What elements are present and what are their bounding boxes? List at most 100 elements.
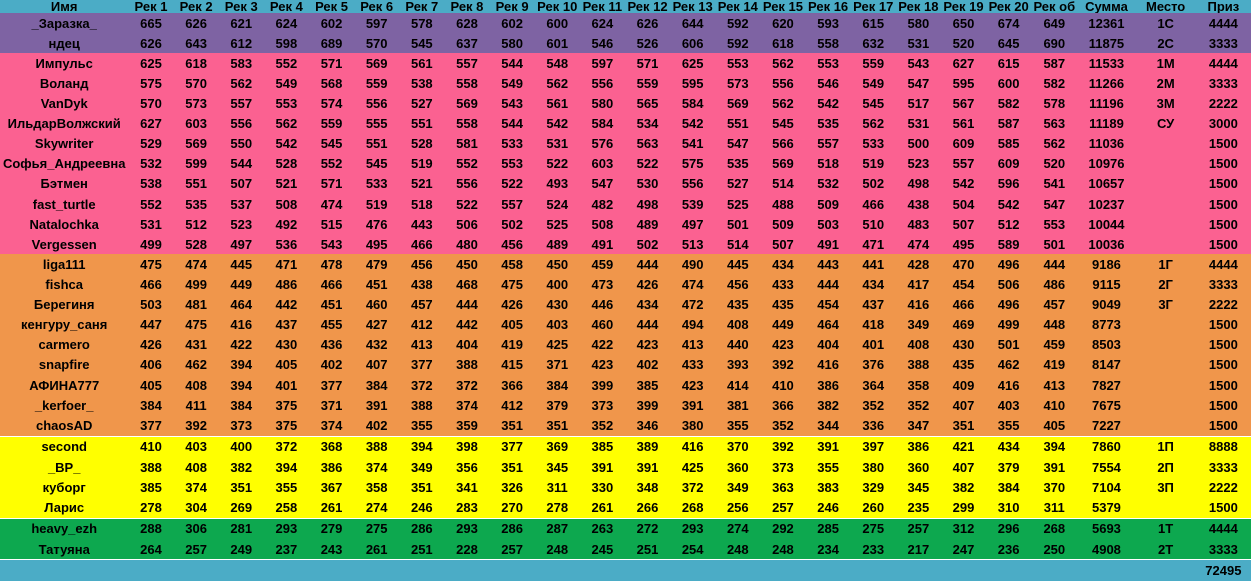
rec-score: 257 — [772, 499, 794, 515]
column-header: Рек 1 — [134, 0, 168, 13]
rec-score: 584 — [591, 116, 614, 132]
rec-score: 349 — [410, 459, 433, 475]
place: 1М — [1156, 55, 1175, 71]
player-row: Skywriter 529 569 550 542 545 551 528 581 533 531 5… — [0, 133, 1251, 154]
player-name: second — [0, 435, 129, 457]
sum-score: 11875 — [1088, 35, 1125, 51]
rec-score: 256 — [726, 499, 749, 515]
rec-score: 388 — [140, 459, 162, 475]
place: 3Г — [1158, 297, 1173, 313]
rec-score: 391 — [681, 397, 704, 413]
column-header: Рек 17 — [853, 0, 894, 13]
rec-score: 502 — [636, 236, 659, 252]
prize: 2222 — [1208, 297, 1238, 313]
rec-score: 423 — [591, 357, 614, 373]
rec-score: 571 — [320, 55, 343, 71]
rec-score: 456 — [410, 256, 433, 272]
rec-score: 373 — [772, 459, 794, 475]
rec-score: 283 — [456, 499, 478, 515]
rec-score: 385 — [579, 435, 625, 457]
rec-score: 462 — [997, 357, 1020, 373]
rec-score: 228 — [456, 541, 478, 557]
rec-score: 423 — [681, 377, 704, 393]
prize: 2222 — [1208, 479, 1238, 495]
rec-score: 602 — [320, 15, 343, 31]
rec-score: 546 — [591, 35, 614, 51]
rec-score: 285 — [805, 517, 851, 539]
player-row: Импульс 625 618 583 552 571 569 561 557 544 548 597… — [0, 53, 1251, 74]
rec-score: 330 — [591, 479, 614, 495]
empty-cell — [399, 559, 445, 581]
place: 1С — [1157, 15, 1174, 31]
rec-score: 382 — [817, 397, 839, 413]
rec-score: 385 — [636, 377, 659, 393]
rec-score: 391 — [591, 459, 614, 475]
rec-score: 437 — [275, 317, 298, 333]
rec-score: 375 — [275, 417, 298, 433]
rec-score: 526 — [636, 35, 659, 51]
rec-score: 474 — [681, 276, 704, 292]
rec-score: 507 — [952, 216, 975, 232]
rec-score: 444 — [636, 317, 659, 333]
rec-score: 509 — [817, 196, 839, 212]
rec-score: 528 — [410, 136, 433, 152]
sum-score: 8147 — [1091, 357, 1121, 373]
rec-score: 426 — [140, 337, 162, 353]
column-header: Рек 16 — [808, 0, 849, 13]
rec-score: 249 — [230, 541, 253, 557]
player-row: Бэтмен 538 551 507 521 571 533 521 556 522 493 547 5… — [0, 173, 1251, 194]
rec-score: 394 — [399, 435, 445, 457]
rec-score: 474 — [320, 196, 343, 212]
rec-score: 455 — [320, 317, 343, 333]
rec-score: 492 — [275, 216, 298, 232]
rec-score: 352 — [591, 417, 614, 433]
rec-score: 580 — [501, 35, 523, 51]
empty-cell — [624, 559, 671, 581]
rec-score: 377 — [410, 357, 433, 373]
column-header: Место — [1145, 0, 1186, 13]
rec-score: 503 — [817, 216, 839, 232]
rec-score: 528 — [275, 156, 298, 172]
player-name: fishca — [45, 276, 83, 292]
rec-score: 388 — [907, 357, 930, 373]
rec-score: 558 — [456, 116, 478, 132]
rec-score: 603 — [591, 156, 614, 172]
rec-overall: 649 — [1043, 15, 1066, 31]
rec-score: 403 — [997, 397, 1020, 413]
player-row: chaosAD 377 392 373 375 374 402 355 359 351 351 352… — [0, 415, 1251, 437]
rec-score: 412 — [410, 317, 433, 333]
rec-score: 589 — [997, 236, 1020, 252]
rec-score: 476 — [365, 216, 388, 232]
rec-score: 272 — [624, 517, 671, 539]
rec-score: 408 — [726, 317, 749, 333]
rec-score: 399 — [591, 377, 614, 393]
rec-score: 562 — [230, 75, 253, 91]
grand-total: 72495 — [1195, 559, 1251, 581]
rec-score: 348 — [636, 479, 659, 495]
rec-score: 598 — [275, 35, 298, 51]
rec-overall: 690 — [1043, 35, 1066, 51]
prize: 1500 — [1208, 216, 1238, 232]
rec-score: 545 — [320, 136, 343, 152]
rec-score: 428 — [907, 256, 930, 272]
rec-score: 433 — [772, 276, 794, 292]
rec-score: 287 — [534, 517, 580, 539]
rec-score: 520 — [952, 35, 975, 51]
rec-score: 449 — [772, 317, 794, 333]
column-header: Рек 6 — [360, 0, 394, 13]
rec-score: 296 — [986, 517, 1032, 539]
rec-score: 278 — [546, 499, 569, 515]
rec-score: 437 — [862, 297, 885, 313]
rec-score: 351 — [501, 459, 523, 475]
rec-score: 501 — [997, 337, 1020, 353]
rec-overall: 311 — [1043, 499, 1065, 515]
rec-score: 413 — [681, 337, 704, 353]
rec-score: 534 — [636, 116, 659, 132]
rec-score: 263 — [579, 517, 625, 539]
prize: 4444 — [1208, 256, 1238, 272]
place: 2С — [1157, 35, 1174, 51]
rec-score: 351 — [410, 479, 433, 495]
rec-score: 349 — [907, 317, 930, 333]
place — [1136, 234, 1196, 254]
rec-score: 482 — [591, 196, 614, 212]
